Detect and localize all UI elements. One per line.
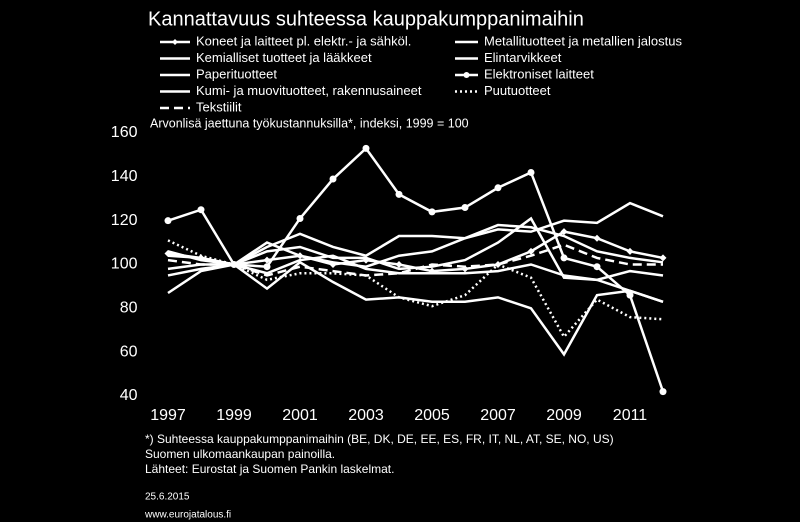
point — [395, 190, 403, 198]
y-tick-label: 120 — [111, 212, 138, 229]
point — [263, 263, 271, 271]
point — [626, 291, 634, 299]
note: Lähteet: Eurostat ja Suomen Pankin laske… — [145, 462, 394, 476]
point — [164, 217, 172, 225]
date: 25.6.2015 — [145, 492, 190, 503]
source-url: www.eurojatalous.fi — [144, 510, 231, 521]
series-line — [167, 201, 664, 295]
point — [296, 214, 304, 222]
legend-label: Kumi- ja muovituotteet, rakennusaineet — [196, 83, 422, 98]
point — [263, 256, 271, 264]
y-tick-label: 40 — [120, 387, 138, 404]
point — [659, 254, 667, 262]
point — [593, 263, 601, 271]
series-line — [167, 254, 664, 303]
y-tick-label: 100 — [111, 256, 138, 273]
x-tick-label: 2003 — [348, 407, 384, 424]
legend-label: Elektroniset laitteet — [484, 66, 594, 81]
point — [428, 208, 436, 216]
x-tick-label: 2005 — [414, 407, 450, 424]
x-tick-label: 2009 — [546, 407, 582, 424]
legend-label: Koneet ja laitteet pl. elektr.- ja sähkö… — [196, 33, 411, 48]
x-tick-label: 2011 — [613, 407, 648, 424]
point — [461, 204, 469, 212]
point — [560, 254, 568, 262]
point — [494, 184, 502, 192]
point — [527, 247, 535, 255]
legend-label: Metallituotteet ja metallien jalostus — [484, 33, 682, 48]
chart-subtitle: Arvonlisä jaettuna työkustannuksilla*, i… — [150, 116, 469, 130]
chart-title: Kannattavuus suhteessa kauppakumppanimai… — [148, 8, 584, 30]
y-tick-label: 80 — [120, 300, 138, 317]
series-line — [167, 223, 664, 277]
legend-label: Puutuotteet — [484, 83, 551, 98]
point — [593, 234, 601, 242]
legend-label: Kemialliset tuotteet ja lääkkeet — [196, 50, 372, 65]
y-tick-label: 160 — [111, 124, 138, 141]
point — [626, 247, 634, 255]
x-tick-label: 1997 — [150, 407, 186, 424]
series-line — [167, 243, 663, 277]
series-line — [167, 146, 665, 393]
legend-label: Paperituotteet — [196, 66, 277, 81]
legend-marker — [463, 72, 470, 78]
note: *) Suhteessa kauppakumppanimaihin (BE, D… — [145, 432, 614, 446]
point — [659, 388, 667, 396]
legend-marker — [172, 39, 178, 45]
point — [362, 144, 370, 152]
point — [395, 261, 403, 268]
series-line — [167, 239, 664, 339]
x-tick-label: 2001 — [282, 407, 318, 424]
legend-label: Tekstiilit — [196, 99, 242, 114]
point — [329, 175, 337, 183]
x-tick-label: 2007 — [480, 407, 516, 424]
legend-label: Elintarvikkeet — [484, 50, 562, 65]
point — [527, 168, 535, 176]
point — [197, 206, 205, 214]
x-tick-label: 1999 — [216, 407, 252, 424]
series-line — [167, 250, 664, 357]
note: Suomen ulkomaankaupan painoilla. — [145, 447, 335, 461]
y-tick-label: 140 — [111, 168, 138, 185]
y-tick-label: 60 — [120, 343, 138, 360]
point — [560, 228, 568, 236]
